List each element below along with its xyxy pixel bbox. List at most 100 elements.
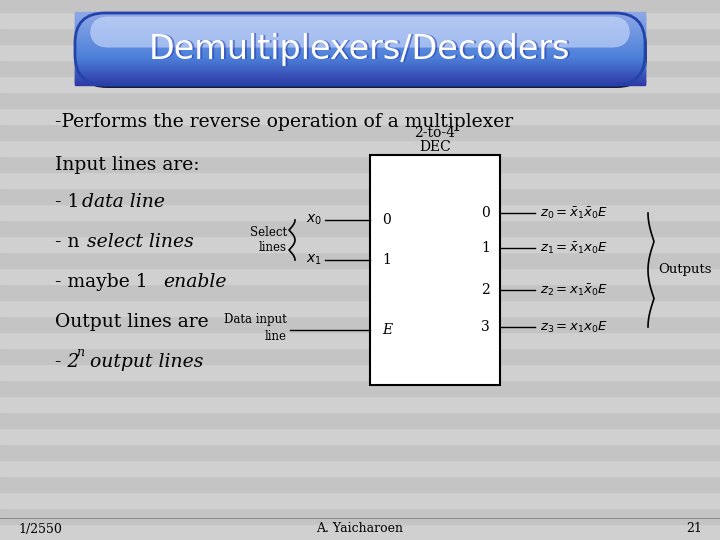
Bar: [0, 492, 720, 508]
Bar: [75, 35, 645, 36]
Bar: [0, 524, 720, 540]
Bar: [0, 28, 720, 44]
Text: 1/2550: 1/2550: [18, 523, 62, 536]
Text: 0: 0: [481, 206, 490, 220]
Bar: [75, 48, 645, 50]
Bar: [75, 46, 645, 48]
Bar: [75, 17, 645, 18]
Text: - maybe 1: - maybe 1: [55, 273, 153, 291]
Text: 1: 1: [382, 253, 391, 267]
Bar: [75, 68, 645, 70]
Text: output lines: output lines: [84, 353, 203, 371]
Bar: [0, 188, 720, 204]
Text: $x_0$: $x_0$: [306, 213, 322, 227]
Bar: [75, 12, 645, 14]
Text: n: n: [76, 346, 84, 359]
Bar: [75, 31, 645, 33]
Bar: [75, 15, 645, 17]
Text: - 1: - 1: [55, 193, 86, 211]
Bar: [75, 33, 645, 36]
Bar: [0, 380, 720, 396]
Bar: [75, 62, 645, 63]
Bar: [75, 69, 645, 71]
Bar: [75, 70, 645, 71]
Bar: [75, 14, 645, 16]
Bar: [75, 28, 645, 30]
Text: DEC: DEC: [419, 140, 451, 154]
Bar: [75, 32, 645, 33]
Bar: [75, 16, 645, 17]
Bar: [75, 36, 645, 38]
Text: 21: 21: [686, 523, 702, 536]
Bar: [0, 300, 720, 316]
Text: - 2: - 2: [55, 353, 79, 371]
Bar: [75, 18, 645, 20]
Bar: [0, 284, 720, 300]
Bar: [0, 0, 720, 12]
Bar: [75, 78, 645, 79]
Text: - n: - n: [55, 233, 86, 251]
Bar: [75, 63, 645, 64]
Bar: [0, 12, 720, 28]
Text: line: line: [265, 330, 287, 343]
FancyBboxPatch shape: [90, 17, 630, 48]
Bar: [75, 60, 645, 62]
Bar: [75, 44, 645, 45]
Bar: [75, 59, 645, 60]
Bar: [75, 72, 645, 74]
Bar: [75, 39, 645, 41]
Bar: [75, 25, 645, 28]
Text: Data input: Data input: [224, 314, 287, 327]
Bar: [75, 37, 645, 39]
Bar: [75, 17, 645, 19]
Bar: [75, 56, 645, 58]
Bar: [75, 22, 645, 24]
Bar: [0, 316, 720, 332]
Bar: [75, 33, 645, 35]
Text: E: E: [382, 323, 392, 337]
Bar: [75, 76, 645, 78]
Bar: [75, 67, 645, 69]
Bar: [75, 71, 645, 72]
Text: A. Yaicharoen: A. Yaicharoen: [317, 523, 403, 536]
Text: 2: 2: [481, 283, 490, 297]
Bar: [75, 80, 645, 82]
Bar: [0, 76, 720, 92]
Bar: [75, 57, 645, 59]
Bar: [75, 30, 645, 32]
Bar: [0, 396, 720, 412]
Text: select lines: select lines: [87, 233, 194, 251]
FancyBboxPatch shape: [77, 16, 647, 88]
Bar: [75, 38, 645, 40]
Bar: [0, 460, 720, 476]
Bar: [370, 155, 500, 385]
Bar: [75, 41, 645, 43]
Bar: [75, 36, 645, 37]
Bar: [0, 268, 720, 284]
Bar: [0, 220, 720, 236]
Bar: [75, 55, 645, 56]
Bar: [75, 20, 645, 22]
Bar: [0, 204, 720, 220]
Bar: [75, 29, 645, 31]
Bar: [75, 13, 645, 15]
Text: $z_3 = x_1x_0E$: $z_3 = x_1x_0E$: [540, 320, 608, 335]
Bar: [75, 60, 645, 63]
Bar: [75, 75, 645, 77]
Bar: [0, 236, 720, 252]
Bar: [75, 74, 645, 76]
Text: -Performs the reverse operation of a multiplexer: -Performs the reverse operation of a mul…: [55, 113, 513, 131]
Text: 0: 0: [382, 213, 391, 227]
Bar: [0, 348, 720, 364]
Bar: [75, 53, 645, 55]
Text: data line: data line: [82, 193, 165, 211]
Bar: [75, 26, 645, 28]
Text: $z_1 = \bar{x}_1x_0E$: $z_1 = \bar{x}_1x_0E$: [540, 240, 608, 256]
Text: $z_2 = x_1\bar{x}_0E$: $z_2 = x_1\bar{x}_0E$: [540, 282, 608, 298]
Bar: [75, 79, 645, 82]
Bar: [0, 412, 720, 428]
Bar: [75, 40, 645, 42]
Bar: [75, 25, 645, 26]
Bar: [75, 19, 645, 21]
Bar: [75, 73, 645, 75]
